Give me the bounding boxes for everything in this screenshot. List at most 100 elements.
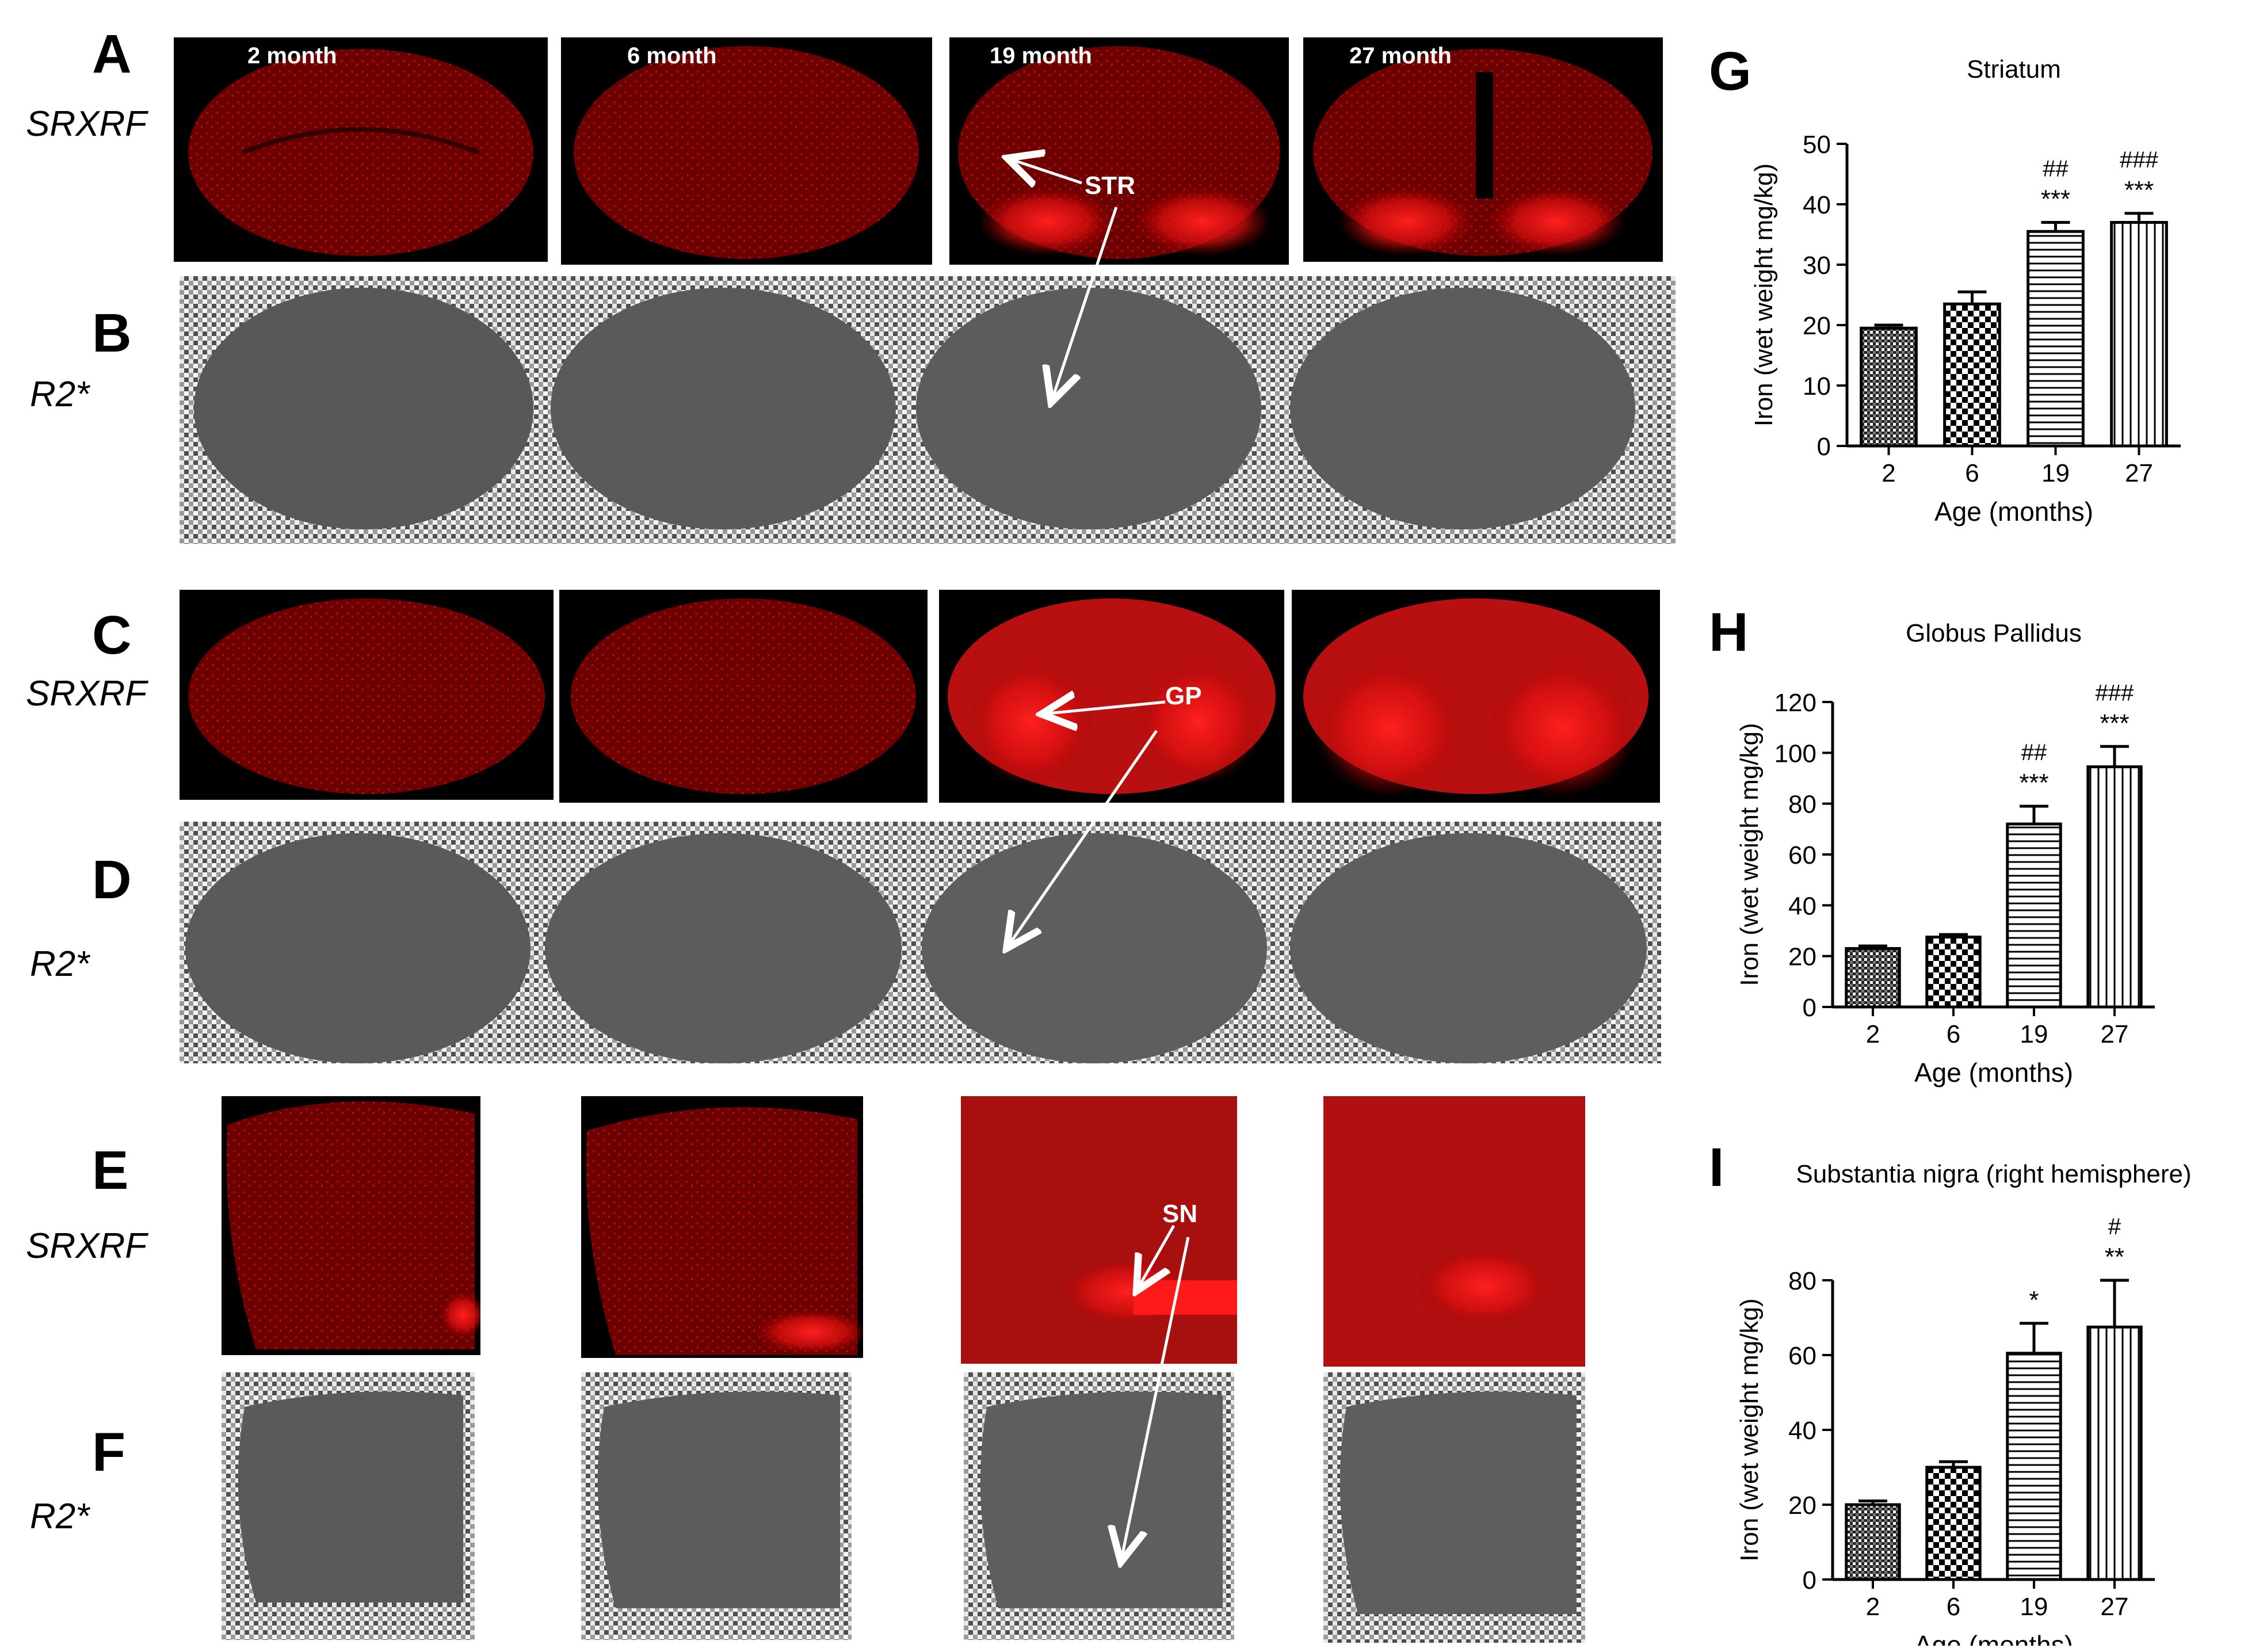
srxrf-image-e-2mo <box>222 1096 480 1355</box>
panel-letter-c: C <box>92 605 132 666</box>
row-label-r2-f: R2* <box>30 1497 90 1536</box>
age-label-19mo: 19 month <box>990 43 1092 68</box>
x-tick-label: 27 <box>2125 459 2153 487</box>
srxrf-image-e-19mo <box>961 1096 1237 1364</box>
srxrf-image-c-19mo <box>939 590 1284 803</box>
bar <box>1943 302 2001 448</box>
panel-letter-h: H <box>1709 602 1749 663</box>
x-tick-label: 27 <box>2101 1020 2129 1048</box>
y-axis-label: Iron (wet weight mg/kg) <box>1735 1298 1764 1561</box>
srxrf-image-c-27mo <box>1292 590 1660 803</box>
row-label-srxrf-c: SRXRF <box>26 674 147 714</box>
panel-letter-f: F <box>92 1422 126 1483</box>
y-tick-label: 80 <box>1788 1267 1816 1295</box>
y-tick-label: 100 <box>1774 739 1816 768</box>
y-axis-label: Iron (wet weight mg/kg) <box>1750 163 1778 426</box>
panel-letter-e: E <box>92 1140 129 1201</box>
panel-letter-b: B <box>92 303 132 364</box>
bar <box>1925 936 1982 1009</box>
panel-letter-d: D <box>92 849 132 910</box>
bar <box>2027 230 2085 448</box>
x-tick-label: 2 <box>1866 1593 1880 1621</box>
y-tick-label: 80 <box>1788 791 1816 819</box>
y-tick-label: 10 <box>1803 372 1831 400</box>
srxrf-image-e-6mo <box>581 1096 863 1358</box>
arrow-str-upper <box>1013 160 1082 183</box>
row-label-r2-d: R2* <box>30 944 90 984</box>
panel-letter-i: I <box>1709 1137 1724 1198</box>
y-tick-label: 0 <box>1803 1566 1816 1594</box>
x-tick-label: 19 <box>2041 459 2070 487</box>
arrow-gp-lower <box>1010 730 1158 944</box>
y-tick-label: 20 <box>1788 943 1816 971</box>
bar <box>2006 822 2062 1009</box>
bar <box>1860 326 1918 448</box>
x-tick-label: 2 <box>1866 1020 1880 1048</box>
row-label-srxrf-a: SRXRF <box>26 104 147 144</box>
chart-substantia-nigra: Substantia nigra (right hemisphere) 0 20 40… <box>1735 1160 2192 1646</box>
y-tick-label: 20 <box>1803 312 1831 340</box>
x-tick-label: 2 <box>1882 459 1895 487</box>
arrow-str-lower <box>1053 207 1118 397</box>
x-tick-label: 6 <box>1965 459 1979 487</box>
significance-stars: *** <box>2100 709 2129 737</box>
x-axis-label: Age (months) <box>1934 497 2093 526</box>
x-tick-label: 6 <box>1947 1593 1960 1621</box>
y-tick-label: 40 <box>1803 191 1831 219</box>
arrow-sn-upper <box>1139 1224 1176 1286</box>
chart-title: Striatum <box>1967 55 2061 83</box>
y-tick-label: 0 <box>1817 433 1831 461</box>
x-tick-label: 19 <box>2020 1593 2048 1621</box>
r2-image-f-6mo <box>581 1372 852 1640</box>
x-tick-label: 27 <box>2101 1593 2129 1621</box>
r2-image-f-27mo <box>1323 1372 1585 1643</box>
panel-letter-a: A <box>92 24 132 85</box>
x-tick-label: 6 <box>1947 1020 1960 1048</box>
r2-image-row-b <box>180 276 1676 544</box>
bar <box>1925 1466 1982 1581</box>
y-tick-label: 20 <box>1788 1491 1816 1520</box>
srxrf-image-c-2mo <box>180 590 554 800</box>
srxrf-image-c-6mo <box>559 590 928 803</box>
srxrf-image-e-27mo <box>1323 1096 1585 1367</box>
y-tick-label: 0 <box>1803 994 1816 1022</box>
significance-stars: *** <box>2041 185 2070 213</box>
age-label-27mo: 27 month <box>1349 43 1452 68</box>
y-tick-label: 30 <box>1803 251 1831 280</box>
age-label-2mo: 2 month <box>247 43 337 68</box>
bar <box>2086 1325 2143 1581</box>
significance-hashes: ## <box>2021 740 2047 765</box>
significance-hashes: ## <box>2043 157 2069 182</box>
age-label-6mo: 6 month <box>627 43 717 68</box>
significance-hashes: # <box>2108 1214 2121 1239</box>
arrow-label-gp: GP <box>1165 682 1202 710</box>
r2-image-f-19mo <box>964 1372 1234 1640</box>
arrow-label-str: STR <box>1085 171 1135 200</box>
y-tick-label: 40 <box>1788 1417 1816 1445</box>
arrow-label-sn: SN <box>1162 1200 1198 1228</box>
x-axis-label: Age (months) <box>1914 1630 2073 1646</box>
srxrf-image-a-19mo <box>949 37 1289 265</box>
row-label-r2-b: R2* <box>30 375 90 414</box>
chart-striatum: Striatum 0 10 20 30 40 50 Iron (wet weight mg/k… <box>1750 55 2181 526</box>
y-tick-label: 120 <box>1774 689 1816 717</box>
bar <box>2110 221 2168 448</box>
significance-stars: *** <box>2124 176 2154 204</box>
bar <box>1845 947 1901 1009</box>
significance-hashes: ### <box>2120 147 2158 173</box>
r2-image-row-d <box>180 822 1661 1063</box>
srxrf-image-a-6mo <box>561 37 932 265</box>
y-tick-label: 60 <box>1788 1342 1816 1370</box>
x-tick-label: 19 <box>2020 1020 2048 1048</box>
chart-title: Globus Pallidus <box>1906 619 2082 647</box>
chart-title: Substantia nigra (right hemisphere) <box>1796 1160 2191 1188</box>
panel-letter-g: G <box>1709 41 1751 102</box>
arrow-sn-lower <box>1122 1237 1190 1556</box>
y-tick-label: 60 <box>1788 841 1816 869</box>
significance-stars: ** <box>2105 1243 2124 1271</box>
y-tick-label: 40 <box>1788 892 1816 920</box>
srxrf-image-a-2mo <box>174 37 548 262</box>
bar <box>2006 1352 2062 1581</box>
r2-image-f-2mo <box>222 1372 475 1640</box>
